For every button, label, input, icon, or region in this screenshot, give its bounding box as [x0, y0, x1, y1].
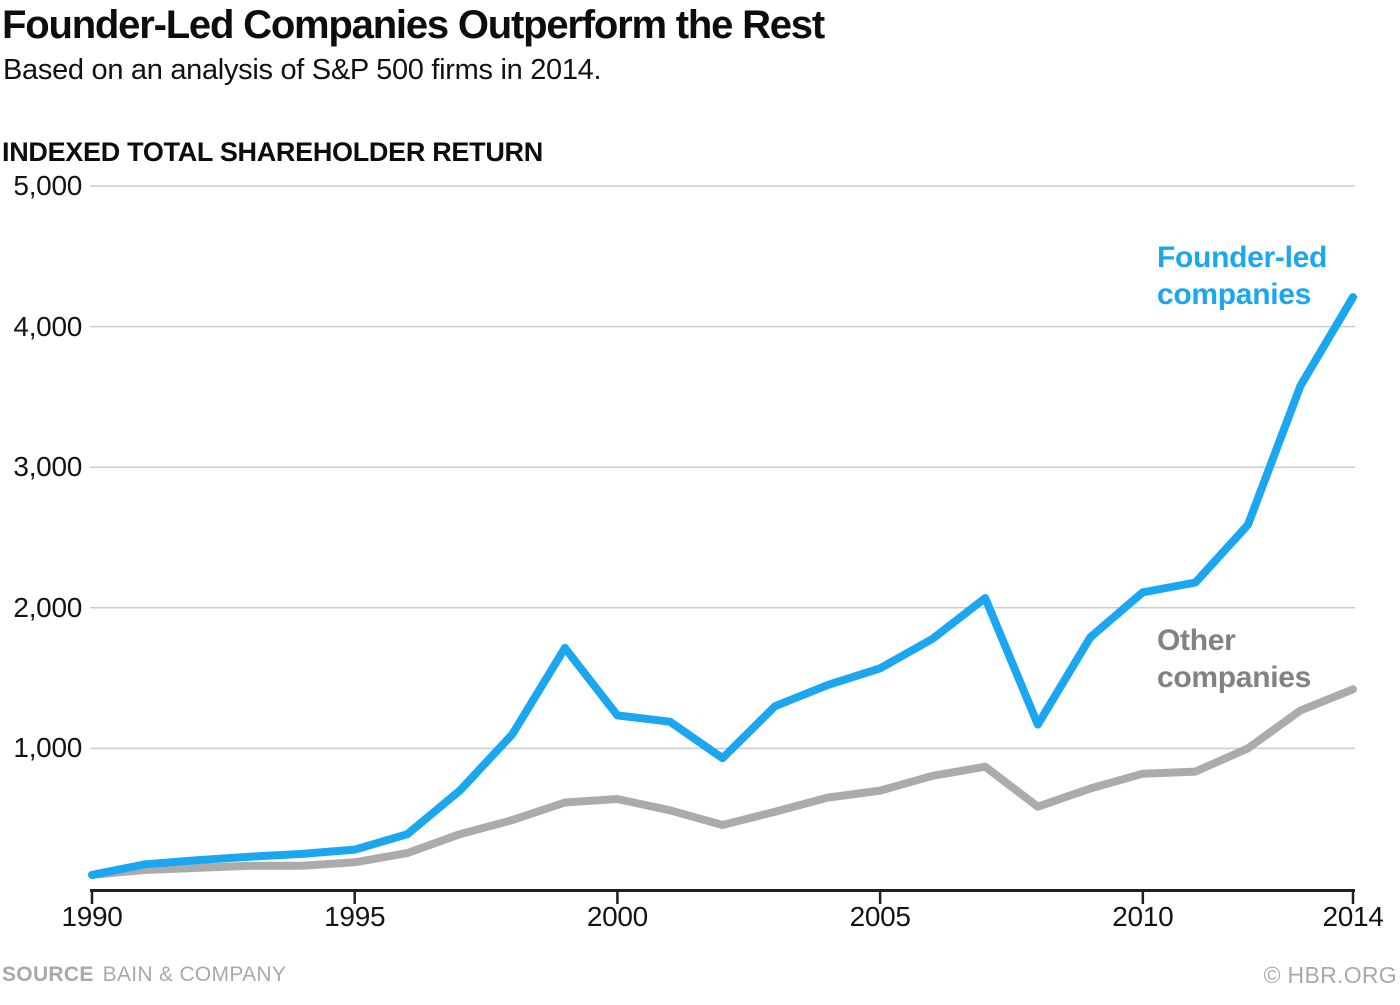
y-axis-tick-label: 4,000 — [13, 310, 82, 342]
y-axis-tick-label: 1,000 — [13, 732, 82, 764]
line-founder-led-companies — [88, 293, 1357, 879]
x-axis-tick-label: 1990 — [61, 901, 123, 932]
y-axis-title: INDEXED TOTAL SHAREHOLDER RETURN — [2, 137, 543, 167]
x-axis-tick-label: 2014 — [1322, 901, 1384, 932]
source-label: SOURCE — [2, 963, 94, 986]
source-line: SOURCE BAIN & COMPANY — [2, 963, 286, 987]
chart-subtitle: Based on an analysis of S&P 500 firms in… — [3, 54, 602, 86]
y-axis-tick-label: 3,000 — [13, 451, 82, 483]
x-axis-tick-label: 1995 — [324, 901, 386, 932]
source-name: BAIN & COMPANY — [102, 963, 287, 986]
y-axis-tick-label: 2,000 — [13, 591, 82, 623]
founder-led-series-label: Founder-led companies — [1157, 241, 1328, 311]
y-axis-tick-label: 5,000 — [13, 170, 82, 201]
chart-title: Founder-Led Companies Outperform the Res… — [2, 3, 825, 47]
other-companies-series-label: Other companies — [1157, 624, 1312, 694]
credit: © HBR.ORG — [1263, 962, 1397, 988]
x-axis-tick-label: 2005 — [849, 901, 911, 932]
x-axis-tick-label: 2000 — [586, 901, 648, 932]
line-other-companies — [88, 685, 1357, 879]
x-axis-tick-label: 2010 — [1112, 901, 1174, 932]
